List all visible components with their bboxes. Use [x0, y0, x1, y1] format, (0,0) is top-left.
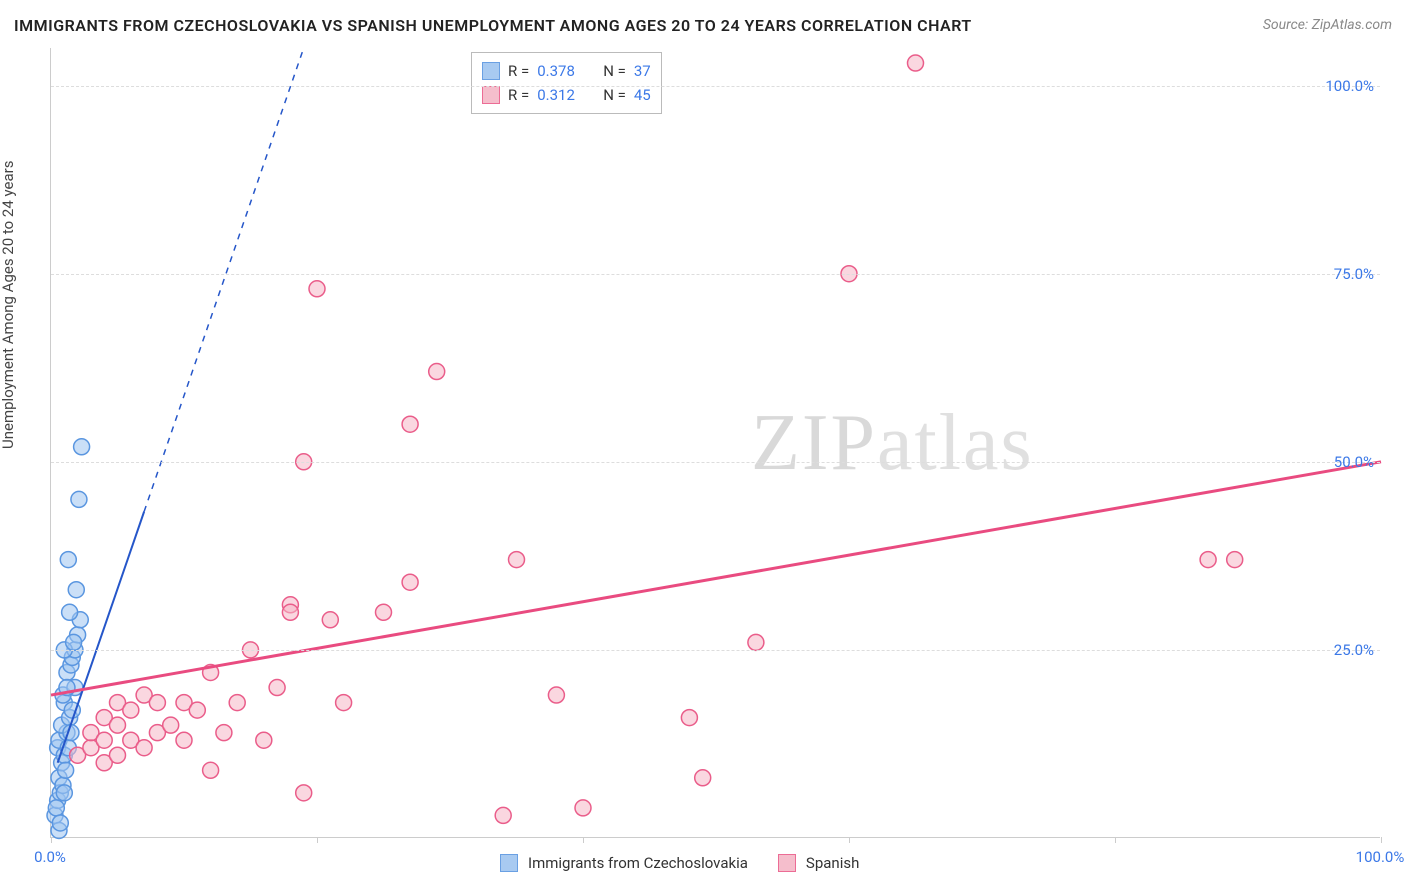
trend-line-dashed — [144, 48, 304, 512]
r-value: 0.312 — [537, 86, 587, 104]
y-axis-label: Unemployment Among Ages 20 to 24 years — [0, 161, 17, 449]
x-tick-label: 100.0% — [1356, 848, 1405, 866]
legend-swatch — [778, 854, 796, 872]
data-point — [269, 680, 285, 696]
data-point — [1227, 552, 1243, 568]
data-point — [376, 604, 392, 620]
chart-title: IMMIGRANTS FROM CZECHOSLOVAKIA VS SPANIS… — [14, 16, 972, 35]
data-point — [748, 634, 764, 650]
series-legend: Immigrants from Czechoslovakia Spanish — [500, 854, 879, 872]
x-tick — [51, 837, 52, 843]
data-point — [136, 740, 152, 756]
data-point — [189, 702, 205, 718]
data-point — [229, 695, 245, 711]
legend-swatch — [482, 62, 500, 80]
legend-swatch — [482, 86, 500, 104]
data-point — [96, 732, 112, 748]
x-tick — [849, 837, 850, 843]
data-point — [695, 770, 711, 786]
grid-line — [51, 86, 1380, 87]
data-point — [256, 732, 272, 748]
data-point — [60, 552, 76, 568]
data-point — [908, 55, 924, 71]
data-point — [1200, 552, 1216, 568]
x-tick-label: 0.0% — [34, 848, 66, 866]
data-point — [71, 491, 87, 507]
grid-line — [51, 650, 1380, 651]
data-point — [56, 785, 72, 801]
chart-header: IMMIGRANTS FROM CZECHOSLOVAKIA VS SPANIS… — [0, 0, 1406, 40]
r-label: R = — [508, 86, 529, 104]
data-point — [429, 364, 445, 380]
data-point — [163, 717, 179, 733]
chart-plot-area: ZIPatlas R =0.378N =37R =0.312N =45 25.0… — [50, 48, 1380, 838]
trend-line — [51, 462, 1381, 695]
correlation-legend: R = 0.378 N = 37 R = 0.312 N = 45 — [471, 52, 662, 114]
legend-swatch — [500, 854, 518, 872]
x-tick — [583, 837, 584, 843]
data-point — [575, 800, 591, 816]
data-point — [282, 604, 298, 620]
data-point — [110, 717, 126, 733]
data-point — [402, 574, 418, 590]
n-label: N = — [603, 86, 626, 104]
n-value: 45 — [634, 86, 651, 104]
data-point — [495, 807, 511, 823]
data-point — [68, 582, 84, 598]
data-point — [66, 634, 82, 650]
x-tick — [1115, 837, 1116, 843]
data-point — [296, 785, 312, 801]
data-point — [149, 695, 165, 711]
x-tick — [317, 837, 318, 843]
n-value: 37 — [634, 62, 651, 80]
y-tick-label: 50.0% — [1334, 453, 1374, 471]
n-label: N = — [603, 62, 626, 80]
data-point — [176, 732, 192, 748]
r-value: 0.378 — [537, 62, 587, 80]
y-tick-label: 25.0% — [1334, 641, 1374, 659]
source-label: Source: ZipAtlas.com — [1263, 17, 1392, 33]
data-point — [123, 702, 139, 718]
data-point — [52, 815, 68, 831]
data-point — [309, 281, 325, 297]
data-point — [681, 710, 697, 726]
r-label: R = — [508, 62, 529, 80]
y-tick-label: 75.0% — [1334, 265, 1374, 283]
data-point — [322, 612, 338, 628]
data-point — [336, 695, 352, 711]
data-point — [58, 762, 74, 778]
data-point — [62, 604, 78, 620]
data-point — [402, 416, 418, 432]
data-point — [48, 800, 64, 816]
data-point — [216, 725, 232, 741]
x-tick — [1381, 837, 1382, 843]
data-point — [110, 747, 126, 763]
data-point — [509, 552, 525, 568]
grid-line — [51, 462, 1380, 463]
grid-line — [51, 274, 1380, 275]
legend-label: Spanish — [806, 854, 859, 872]
legend-label: Immigrants from Czechoslovakia — [528, 854, 748, 872]
scatter-svg — [51, 48, 1380, 837]
y-tick-label: 100.0% — [1325, 77, 1374, 95]
legend-row: R = 0.378 N = 37 — [482, 59, 651, 83]
data-point — [74, 439, 90, 455]
data-point — [548, 687, 564, 703]
data-point — [203, 762, 219, 778]
